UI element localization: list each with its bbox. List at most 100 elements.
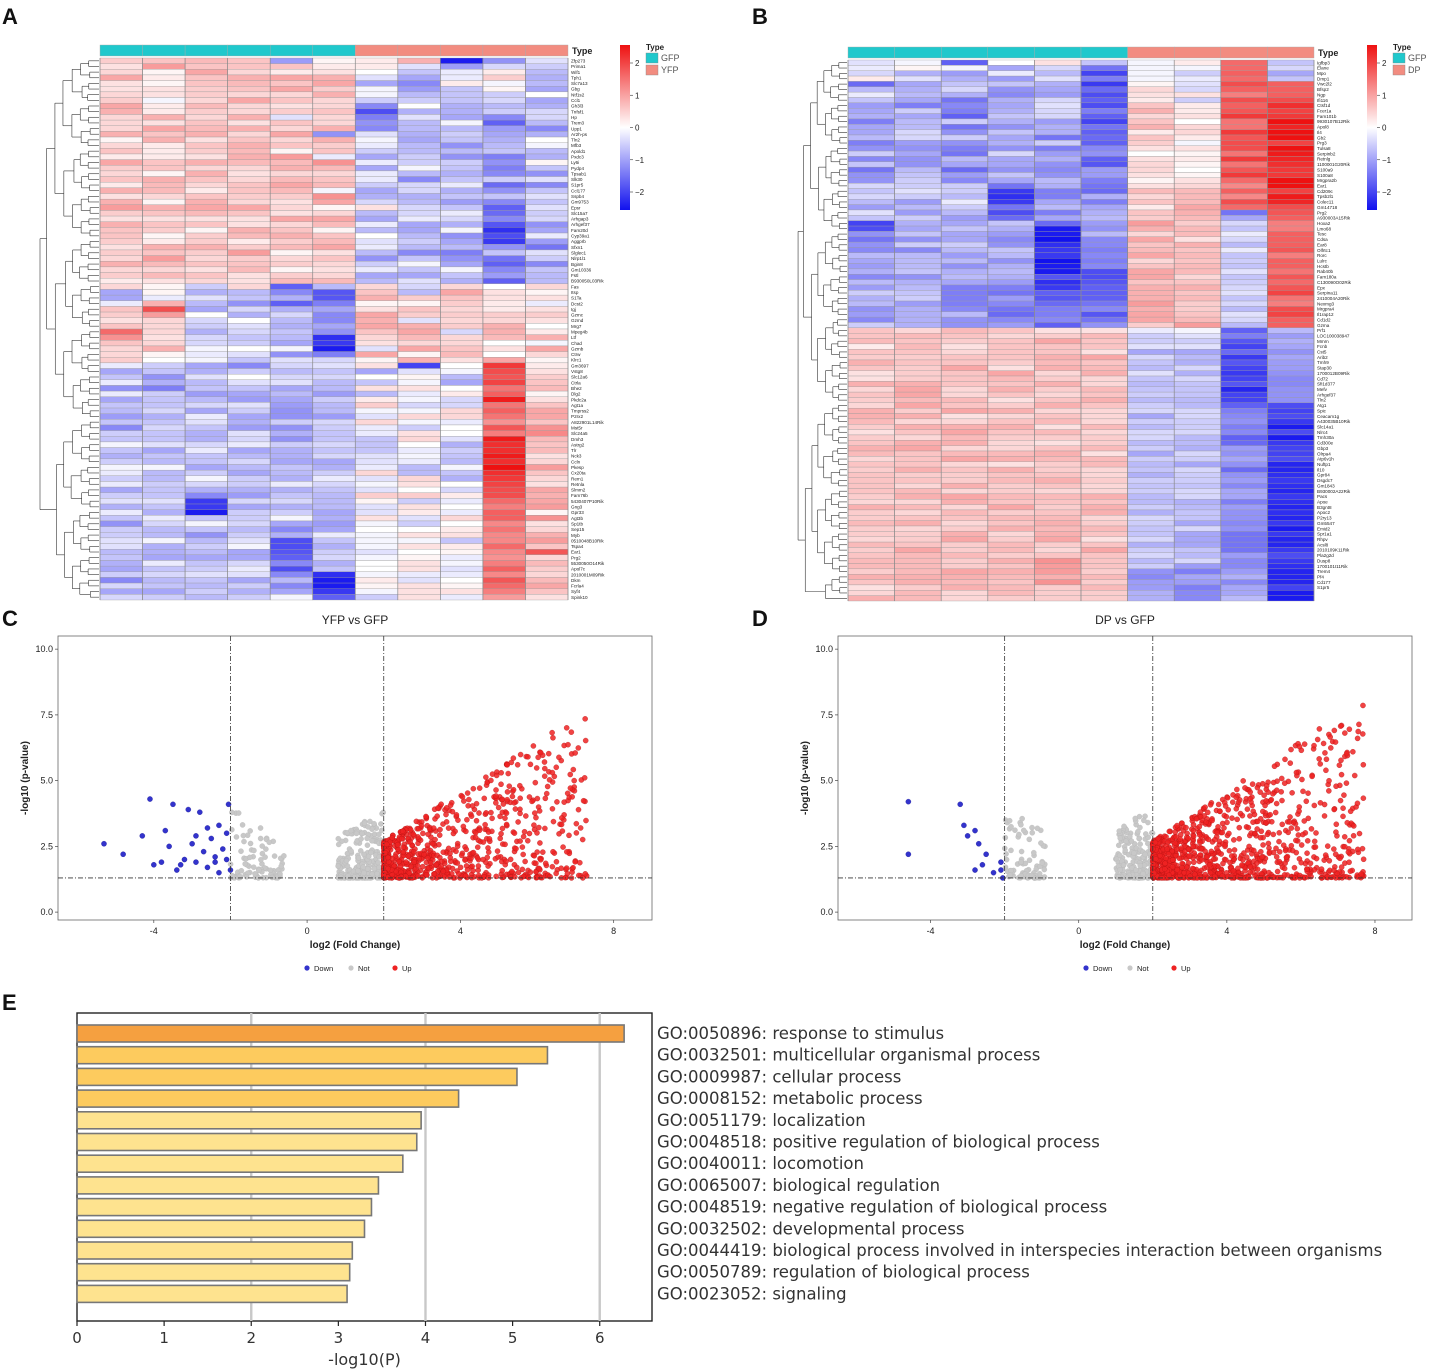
not-point: [371, 820, 377, 827]
gene-label: Spr1a1: [1317, 532, 1332, 537]
gene-label: Acsl8: [1317, 542, 1329, 547]
up-point: [440, 868, 447, 875]
gene-label: S100a9: [1317, 167, 1333, 172]
heatmap-cell: [99, 210, 143, 217]
heatmap-cell: [847, 183, 895, 189]
gene-label: Rorc: [1317, 253, 1327, 258]
heatmap-cell: [987, 188, 1035, 195]
heatmap-cell: [894, 375, 942, 382]
heatmap-cell: [227, 317, 271, 324]
gene-label: Tulsa8: [1317, 146, 1331, 151]
up-point: [1331, 846, 1337, 852]
heatmap-cell: [270, 102, 313, 109]
y-tick-label: 10.0: [35, 644, 53, 654]
heatmap-cell: [1034, 124, 1082, 130]
heatmap-cell: [270, 317, 313, 324]
up-point: [540, 849, 546, 855]
not-point: [379, 827, 385, 834]
heatmap-cell: [355, 165, 398, 172]
heatmap-cell: [142, 436, 186, 443]
not-point: [1038, 840, 1044, 846]
heatmap-cell: [227, 543, 271, 550]
heatmap-cell: [355, 526, 398, 533]
heatmap-cell: [440, 210, 484, 217]
heatmap-cell: [184, 379, 228, 386]
heatmap-cell: [525, 447, 569, 454]
up-point: [568, 729, 575, 735]
heatmap-cell: [355, 340, 398, 347]
heatmap-cell: [440, 289, 484, 296]
heatmap-cell: [184, 86, 228, 93]
heatmap-cell: [1080, 407, 1128, 414]
heatmap-cell: [270, 537, 313, 544]
up-point: [450, 830, 457, 837]
heatmap-cell: [1127, 124, 1175, 130]
heatmap-cell: [941, 322, 988, 328]
heatmap-cell: [397, 148, 441, 155]
heatmap-cell: [1127, 386, 1175, 393]
heatmap-cell: [1127, 445, 1175, 452]
up-point: [1247, 789, 1253, 795]
heatmap-cell: [525, 125, 569, 132]
heatmap-cell: [1127, 429, 1175, 436]
heatmap-cell: [1267, 429, 1315, 436]
heatmap-cell: [482, 142, 526, 149]
heatmap-cell: [184, 537, 228, 544]
up-point: [493, 873, 499, 880]
heatmap-cell: [1127, 274, 1175, 280]
heatmap-cell: [1220, 531, 1268, 537]
heatmap-cell: [142, 577, 186, 584]
heatmap-cell: [1174, 418, 1221, 425]
heatmap-cell: [1174, 204, 1221, 211]
heatmap-cell: [270, 385, 313, 392]
heatmap-cell: [270, 119, 313, 126]
heatmap-cell: [142, 565, 186, 572]
heatmap-cell: [482, 571, 526, 578]
heatmap-cell: [1080, 322, 1128, 328]
heatmap-cell: [355, 453, 398, 460]
heatmap-cell: [312, 453, 356, 460]
gene-label: Ar2h-ps: [571, 132, 588, 137]
heatmap-cell: [987, 166, 1035, 173]
heatmap-cell: [1267, 349, 1315, 355]
up-point: [520, 833, 527, 840]
heatmap-cell: [440, 334, 484, 341]
y-tick-label: 5.0: [820, 776, 833, 786]
heatmap-cell: [227, 176, 271, 183]
up-point: [457, 864, 464, 871]
heatmap-cell: [1267, 236, 1315, 243]
not-point: [242, 861, 248, 867]
up-point: [436, 832, 443, 838]
heatmap-cell: [312, 503, 356, 510]
up-point: [503, 858, 509, 865]
heatmap-cell: [525, 396, 569, 403]
heatmap-cell: [1220, 472, 1268, 478]
down-point: [225, 801, 232, 808]
heatmap-cell: [355, 80, 398, 87]
legend-label-not: Not: [358, 964, 371, 973]
heatmap-cell: [894, 252, 942, 259]
heatmap-cell: [987, 407, 1035, 414]
heatmap-cell: [1267, 375, 1315, 382]
heatmap-cell: [941, 274, 988, 280]
heatmap-cell: [355, 278, 398, 285]
heatmap-cell: [1034, 482, 1082, 489]
heatmap-cell: [440, 170, 484, 177]
heatmap-cell: [227, 492, 271, 499]
up-point: [533, 869, 539, 875]
heatmap-cell: [397, 560, 441, 567]
not-point: [343, 857, 350, 864]
heatmap-cell: [1127, 188, 1175, 195]
gene-label: Ctrla: [571, 380, 581, 385]
heatmap-cell: [847, 584, 895, 591]
heatmap-cell: [184, 165, 228, 172]
heatmap-cell: [355, 272, 398, 279]
heatmap-cell: [227, 424, 271, 431]
up-point: [503, 810, 510, 816]
heatmap-cell: [482, 198, 526, 205]
heatmap-cell: [142, 526, 186, 533]
not-point: [1006, 817, 1013, 824]
heatmap-cell: [1034, 413, 1082, 420]
heatmap-cell: [1174, 509, 1221, 516]
heatmap-cell: [1080, 381, 1128, 387]
